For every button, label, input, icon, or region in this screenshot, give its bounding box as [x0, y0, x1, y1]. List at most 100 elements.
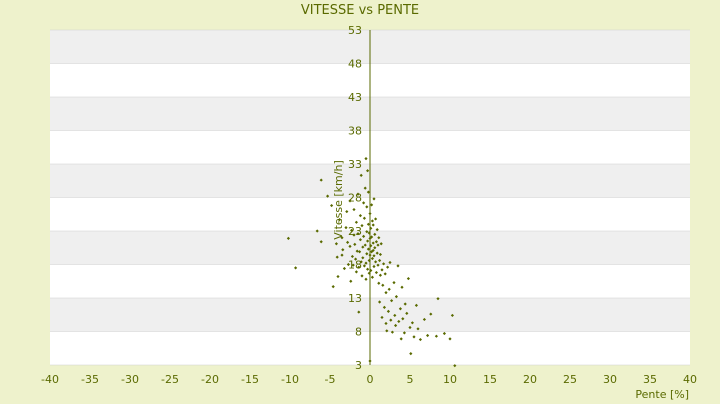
data-point — [351, 263, 355, 267]
data-point — [367, 258, 371, 263]
data-point — [390, 330, 394, 334]
data-point — [363, 243, 367, 247]
x-tick-label: -10 — [281, 373, 299, 386]
data-point — [366, 222, 370, 226]
data-point — [416, 327, 420, 331]
y-tick-label: 33 — [348, 158, 362, 171]
data-point — [344, 226, 348, 230]
data-point — [442, 331, 446, 336]
y-tick-label: 13 — [348, 292, 362, 305]
data-point — [369, 226, 373, 230]
data-point — [369, 268, 373, 273]
data-point — [342, 266, 346, 271]
data-point — [319, 178, 323, 182]
data-point — [398, 307, 402, 311]
data-point — [394, 323, 398, 328]
data-point — [357, 310, 361, 314]
data-point — [378, 300, 382, 304]
data-point — [369, 244, 373, 248]
data-point — [381, 283, 385, 287]
data-point — [370, 203, 374, 207]
x-tick-label: -5 — [325, 373, 336, 386]
data-point — [380, 315, 384, 320]
data-point — [356, 232, 360, 236]
data-point — [374, 240, 378, 244]
data-point — [453, 364, 457, 368]
data-point — [370, 250, 374, 254]
data-point — [409, 352, 413, 356]
data-point — [380, 268, 384, 272]
data-point — [371, 241, 375, 245]
x-tick-label: -25 — [161, 373, 179, 386]
data-point — [402, 331, 406, 335]
data-point — [361, 256, 365, 260]
data-point — [366, 239, 370, 243]
data-point — [366, 247, 370, 251]
data-point — [412, 335, 416, 339]
y-tick-label: 43 — [348, 91, 362, 104]
data-point — [367, 271, 371, 275]
data-point — [374, 260, 378, 264]
data-point — [360, 224, 364, 228]
data-point — [348, 244, 352, 249]
data-point — [354, 257, 358, 261]
data-point — [363, 186, 367, 190]
data-point — [359, 260, 363, 264]
data-point — [378, 252, 382, 257]
y-tick-label: 28 — [348, 192, 362, 205]
data-point — [360, 274, 364, 278]
data-point — [357, 265, 361, 269]
data-point — [405, 311, 409, 316]
data-point — [399, 337, 403, 341]
data-point — [385, 329, 389, 333]
data-point — [434, 334, 438, 338]
data-point — [382, 305, 386, 309]
data-point — [370, 256, 374, 261]
data-point — [334, 242, 338, 246]
data-point — [340, 236, 344, 240]
data-point — [354, 220, 358, 224]
data-point — [372, 254, 376, 258]
data-point — [374, 270, 378, 275]
data-point — [365, 205, 369, 209]
data-point — [386, 309, 390, 313]
data-point — [359, 173, 363, 177]
data-point — [371, 248, 375, 253]
data-point — [335, 255, 339, 259]
data-point — [393, 313, 397, 318]
data-point — [401, 317, 405, 321]
x-tick-label: 20 — [523, 373, 537, 386]
y-tick-label: 23 — [348, 225, 362, 238]
data-point — [397, 319, 401, 324]
data-point — [345, 209, 349, 214]
y-tick-label: 8 — [355, 326, 362, 339]
data-point — [390, 299, 394, 303]
x-tick-label: 30 — [603, 373, 617, 386]
x-tick-label: -40 — [41, 373, 59, 386]
data-point — [388, 260, 392, 265]
data-point — [340, 253, 344, 257]
data-point — [355, 249, 359, 253]
x-tick-label: -15 — [241, 373, 259, 386]
data-point — [331, 285, 335, 289]
data-point — [394, 295, 398, 299]
data-point — [376, 263, 380, 267]
data-point — [294, 266, 298, 270]
data-point — [330, 203, 334, 208]
data-point — [366, 169, 370, 173]
data-point — [426, 333, 430, 338]
x-tick-label: 10 — [443, 373, 457, 386]
x-tick-label: 5 — [407, 373, 414, 386]
data-point — [356, 192, 360, 196]
data-point — [377, 236, 381, 240]
data-point — [384, 321, 388, 326]
data-point — [448, 337, 452, 341]
x-tick-label: 25 — [563, 373, 577, 386]
data-point — [383, 272, 387, 276]
data-point — [450, 313, 454, 318]
data-point — [429, 312, 433, 316]
data-point — [372, 264, 376, 269]
data-point — [375, 251, 379, 255]
data-point — [371, 223, 375, 227]
